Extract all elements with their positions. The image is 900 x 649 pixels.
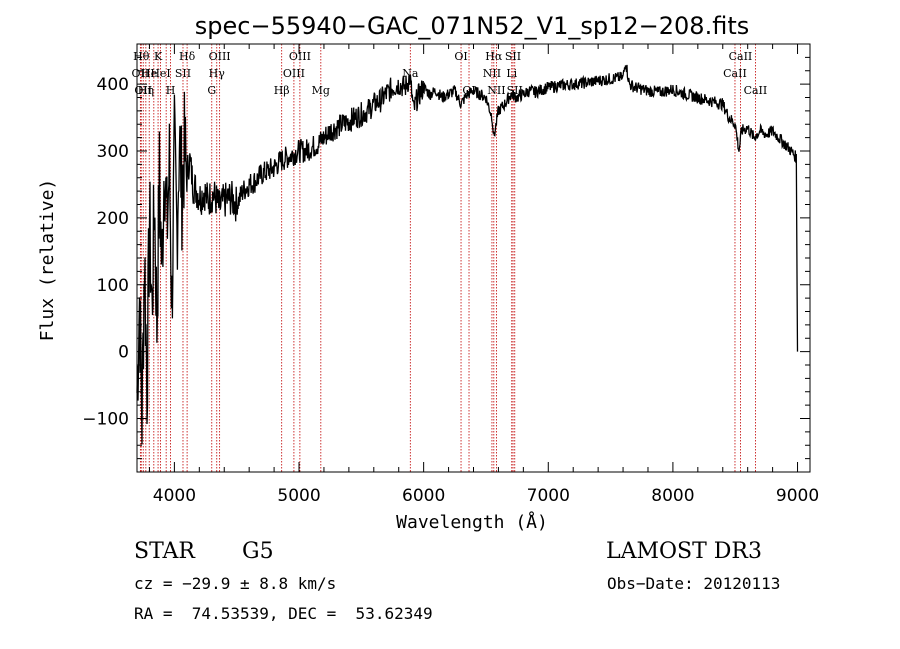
observation-date: Obs−Date: 20120113: [607, 574, 781, 593]
line-label: OIII: [209, 50, 231, 63]
line-label: SII: [175, 67, 191, 80]
line-label: Hη: [138, 84, 154, 97]
line-label: CaII: [744, 84, 768, 97]
sky-coordinates: RA = 74.53539, DEC = 53.62349: [134, 604, 433, 623]
x-tick-label: 9000: [776, 486, 819, 506]
line-label: CaII: [723, 67, 747, 80]
x-tick-label: 7000: [527, 486, 570, 506]
object-subclass: G5: [242, 539, 274, 564]
line-label: Li: [506, 67, 517, 80]
line-label: NII: [483, 67, 501, 80]
line-label: CaII: [729, 50, 753, 63]
y-tick-label: 400: [97, 75, 129, 95]
chart-title: spec−55940−GAC_071N52_V1_sp12−208.fits: [195, 12, 749, 40]
line-label: Hδ: [179, 50, 196, 63]
line-label: OIII: [289, 50, 311, 63]
line-label: Hβ: [274, 84, 290, 97]
line-label: He: [141, 67, 157, 80]
line-label: OII: [134, 84, 152, 97]
x-tick-label: 8000: [651, 486, 694, 506]
y-tick-label: 300: [97, 142, 129, 162]
y-tick-label: −100: [82, 410, 129, 430]
y-axis-label: Flux (relative): [37, 179, 58, 342]
line-label: K: [154, 50, 163, 63]
spectrum-line: [136, 64, 799, 445]
line-markers: [139, 44, 756, 472]
y-axis: −100 0 100 200 300 400: [82, 56, 810, 460]
line-label: HeI: [150, 67, 170, 80]
object-class: STAR: [134, 539, 195, 564]
line-label: NII: [487, 84, 505, 97]
line-label: G: [207, 84, 216, 97]
line-label: H: [166, 84, 176, 97]
y-tick-label: 200: [97, 209, 129, 229]
line-label: Hθ: [133, 50, 150, 63]
x-tick-label: 6000: [402, 486, 445, 506]
line-label: Mg: [312, 84, 330, 97]
line-label: Hα: [485, 50, 503, 63]
x-tick-label: 5000: [277, 486, 320, 506]
x-tick-label: 4000: [153, 486, 196, 506]
x-axis-label: Wavelength (Å): [396, 511, 548, 533]
y-tick-label: 0: [118, 343, 129, 363]
line-label: OIII: [283, 67, 305, 80]
redshift-velocity: cz = −29.9 ± 8.8 km/s: [134, 574, 337, 593]
survey-name: LAMOST DR3: [606, 539, 762, 564]
x-axis: 4000 5000 6000 7000 8000 9000: [148, 44, 819, 506]
line-label: OII: [132, 67, 150, 80]
plot-frame: [136, 43, 811, 473]
line-label: OI: [454, 50, 467, 63]
y-tick-label: 100: [97, 276, 129, 296]
line-label: Hγ: [209, 67, 226, 80]
line-label: SII: [505, 50, 521, 63]
